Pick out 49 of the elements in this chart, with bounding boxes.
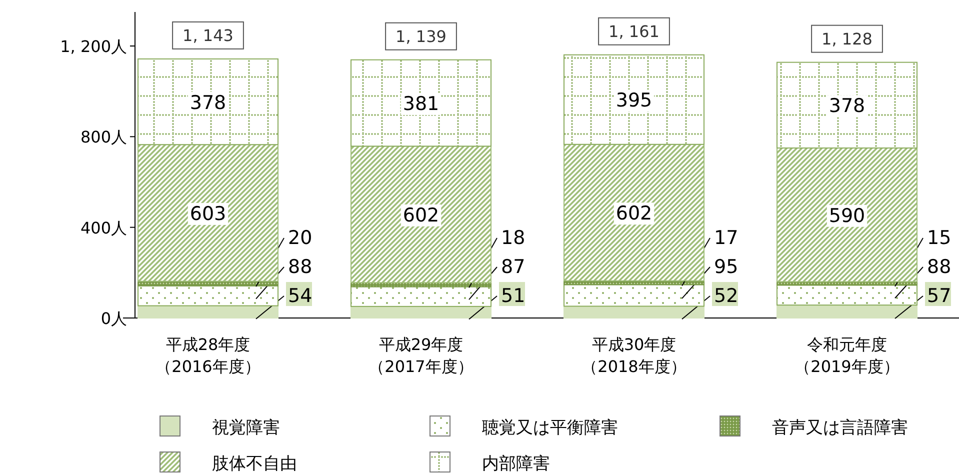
legend-label: 内部障害 xyxy=(482,454,550,474)
data-label: 378 xyxy=(828,95,866,118)
y-tick-label: 800人 xyxy=(80,128,127,147)
total-label: 1, 161 xyxy=(608,22,660,41)
bar xyxy=(564,144,704,282)
bar xyxy=(776,148,918,282)
data-label: 95 xyxy=(714,256,738,278)
bar xyxy=(564,54,704,145)
bar xyxy=(776,284,918,306)
legend-label: 音声又は言語障害 xyxy=(772,418,908,438)
data-label: 88 xyxy=(927,256,952,278)
bar xyxy=(350,59,492,147)
total-label: 1, 143 xyxy=(182,26,234,45)
bar xyxy=(350,306,492,318)
bar xyxy=(564,284,704,307)
data-label: 602 xyxy=(616,202,652,225)
data-label: 602 xyxy=(402,204,440,226)
data-label: 378 xyxy=(190,92,226,114)
x-tick-label: 平成30年度（2018年度） xyxy=(582,335,686,376)
data-label: 381 xyxy=(402,93,440,116)
bar xyxy=(138,305,278,318)
bar xyxy=(138,285,278,306)
data-label: 590 xyxy=(828,204,866,227)
bar xyxy=(776,304,918,318)
legend-label: 肢体不自由 xyxy=(212,454,297,474)
x-tick-label: 令和元年度（2019年度） xyxy=(794,335,900,376)
bar xyxy=(564,306,704,318)
data-label: 20 xyxy=(288,227,312,249)
y-tick-label: 0人 xyxy=(100,309,127,328)
total-label: 1, 139 xyxy=(396,26,446,46)
bar xyxy=(138,144,278,282)
data-label: 88 xyxy=(288,256,312,278)
x-tick-label: 平成29年度（2017年度） xyxy=(368,335,474,376)
bar xyxy=(350,286,492,307)
legend-label: 視覚障害 xyxy=(212,418,280,438)
data-label: 395 xyxy=(616,90,652,112)
total-label: 1, 128 xyxy=(822,29,872,48)
data-label: 15 xyxy=(927,227,952,249)
y-tick-label: 400人 xyxy=(80,218,127,238)
bar xyxy=(350,146,492,284)
bar xyxy=(138,58,278,146)
x-tick-label: 平成28年度（2016年度） xyxy=(156,335,260,376)
data-label: 17 xyxy=(714,227,738,249)
bar xyxy=(776,62,918,148)
data-label: 603 xyxy=(190,202,226,225)
legend-label: 聴覚又は平衡障害 xyxy=(482,418,618,438)
y-tick-label: 1, 200人 xyxy=(60,37,127,56)
data-label: 87 xyxy=(501,256,526,278)
data-label: 18 xyxy=(501,227,526,249)
